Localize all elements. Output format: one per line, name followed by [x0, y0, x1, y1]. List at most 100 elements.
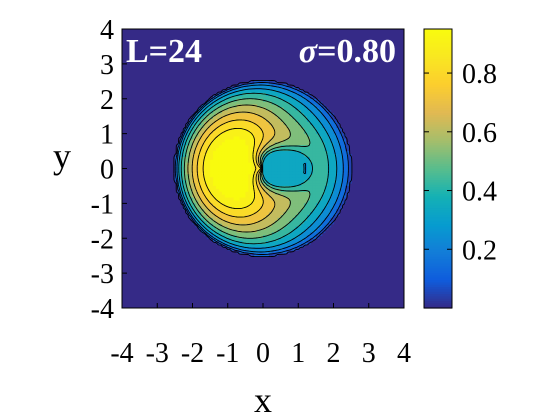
heatmap-cell	[283, 95, 288, 100]
heatmap-cell	[189, 191, 194, 196]
heatmap-cell	[283, 151, 288, 155]
heatmap-cell	[280, 165, 285, 170]
heatmap-cell	[189, 200, 194, 204]
colorbar-cell	[424, 268, 452, 272]
heatmap-cell	[204, 165, 208, 170]
heatmap-cell	[292, 139, 296, 143]
heatmap-cell	[218, 119, 223, 123]
heatmap-cell	[183, 185, 188, 190]
colorbar-cell	[424, 56, 452, 60]
heatmap-cell	[292, 110, 296, 114]
heatmap-cell	[310, 151, 314, 155]
heatmap-cell	[207, 177, 211, 181]
heatmap-cell	[283, 104, 288, 109]
heatmap-cell	[295, 159, 299, 164]
heatmap-cell	[242, 212, 246, 216]
heatmap-cell	[268, 127, 273, 132]
heatmap-cell	[301, 194, 305, 199]
heatmap-cell	[310, 212, 314, 216]
heatmap-cell	[224, 165, 229, 170]
heatmap-cell	[315, 122, 320, 126]
heatmap-cell	[289, 139, 293, 143]
heatmap-cell	[265, 185, 270, 190]
heatmap-cell	[248, 159, 252, 164]
heatmap-cell	[227, 212, 232, 216]
heatmap-cell	[230, 177, 235, 181]
colorbar-cell	[424, 63, 452, 67]
heatmap-cell	[221, 191, 226, 196]
heatmap-cell	[192, 165, 197, 170]
heatmap-cell	[268, 203, 273, 207]
colorbar-cell	[424, 101, 452, 105]
heatmap-cell	[221, 124, 226, 129]
heatmap-cell	[274, 249, 279, 254]
heatmap-cell	[216, 165, 220, 170]
heatmap-cell	[274, 217, 279, 222]
heatmap-cell	[271, 142, 276, 146]
heatmap-cell	[274, 104, 279, 109]
heatmap-cell	[239, 246, 244, 251]
heatmap-cell	[260, 119, 264, 123]
heatmap-cell	[280, 238, 285, 242]
heatmap-cell	[289, 246, 293, 251]
heatmap-cell	[336, 124, 340, 129]
heatmap-cell	[277, 113, 282, 117]
heatmap-cell	[330, 119, 335, 123]
heatmap-cell	[248, 162, 252, 167]
heatmap-cell	[218, 156, 223, 161]
heatmap-cell	[336, 197, 340, 202]
heatmap-cell	[263, 174, 267, 178]
heatmap-cell	[277, 215, 282, 219]
heatmap-cell	[289, 95, 293, 100]
heatmap-cell	[286, 223, 291, 228]
heatmap-cell	[324, 215, 329, 219]
heatmap-cell	[218, 241, 223, 245]
colorbar-cell	[424, 82, 452, 86]
heatmap-cell	[260, 220, 264, 225]
heatmap-cell	[233, 159, 238, 164]
colorbar-cell	[424, 201, 452, 204]
heatmap-cell	[336, 162, 340, 167]
heatmap-cell	[315, 183, 320, 187]
heatmap-cell	[318, 124, 323, 129]
heatmap-cell	[289, 171, 293, 175]
heatmap-cell	[318, 101, 323, 106]
heatmap-cell	[301, 110, 305, 114]
heatmap-cell	[336, 212, 340, 216]
heatmap-cell	[239, 203, 244, 207]
heatmap-cell	[233, 168, 238, 173]
heatmap-cell	[327, 139, 332, 143]
heatmap-cell	[192, 206, 197, 210]
heatmap-cell	[312, 220, 317, 225]
heatmap-cell	[312, 151, 317, 155]
heatmap-cell	[336, 177, 340, 181]
colorbar-cell	[424, 98, 452, 102]
heatmap-cell	[277, 151, 282, 155]
heatmap-cell	[224, 232, 229, 236]
heatmap-cell	[265, 209, 270, 213]
colorbar-cell	[424, 31, 452, 35]
heatmap-cell	[216, 217, 220, 222]
heatmap-cell	[318, 171, 323, 175]
heatmap-cell	[207, 194, 211, 199]
heatmap-cell	[348, 162, 352, 167]
heatmap-cell	[333, 203, 338, 207]
heatmap-cell	[239, 159, 244, 164]
heatmap-cell	[210, 153, 214, 158]
heatmap-cell	[248, 116, 252, 120]
colorbar-cell	[424, 159, 452, 163]
heatmap-cell	[216, 142, 220, 146]
heatmap-cell	[248, 156, 252, 161]
heatmap-cell	[310, 104, 314, 109]
heatmap-cell	[210, 174, 214, 178]
heatmap-cell	[254, 217, 258, 222]
heatmap-cell	[321, 185, 326, 190]
heatmap-cell	[310, 229, 314, 234]
heatmap-cell	[213, 101, 217, 106]
heatmap-cell	[271, 92, 276, 97]
heatmap-cell	[271, 151, 276, 155]
heatmap-cell	[213, 151, 217, 155]
heatmap-cell	[183, 174, 188, 178]
heatmap-cell	[301, 244, 305, 248]
heatmap-cell	[310, 188, 314, 193]
